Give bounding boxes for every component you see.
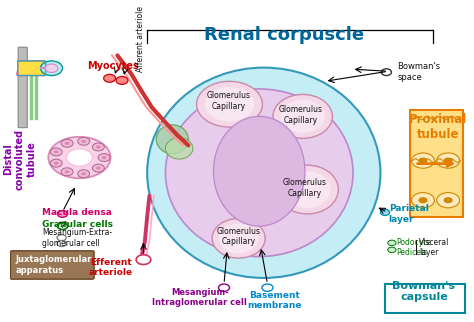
Circle shape — [437, 193, 460, 208]
Text: Glomerulus
Capillary: Glomerulus Capillary — [217, 227, 261, 246]
Circle shape — [388, 240, 396, 246]
Circle shape — [67, 149, 92, 166]
Circle shape — [57, 223, 68, 230]
Text: Podocyte
Pedicels: Podocyte Pedicels — [396, 238, 431, 257]
Text: Afferent arteriole: Afferent arteriole — [136, 6, 145, 72]
Text: Glomerulus
Capillary: Glomerulus Capillary — [278, 105, 322, 125]
Circle shape — [65, 142, 69, 145]
Circle shape — [57, 235, 66, 241]
Circle shape — [45, 64, 58, 72]
Circle shape — [411, 153, 435, 168]
Ellipse shape — [284, 171, 330, 208]
Text: Granular cells: Granular cells — [42, 220, 113, 229]
Circle shape — [116, 76, 128, 84]
Text: Distal
convoluted
tubule: Distal convoluted tubule — [3, 128, 36, 190]
Text: Myocytes: Myocytes — [87, 61, 139, 71]
Circle shape — [444, 197, 453, 203]
Circle shape — [96, 146, 100, 148]
Text: Macula densa: Macula densa — [42, 208, 112, 217]
Text: Basement
membrane: Basement membrane — [247, 291, 301, 310]
Ellipse shape — [165, 138, 193, 159]
Text: Mesangium-Extra-
glomerular cell: Mesangium-Extra- glomerular cell — [42, 228, 112, 248]
Text: Proximal
tubule: Proximal tubule — [409, 113, 467, 141]
Ellipse shape — [205, 87, 254, 121]
Circle shape — [262, 284, 273, 291]
Text: Glomerulus
Capillary: Glomerulus Capillary — [283, 178, 327, 198]
Circle shape — [388, 247, 396, 253]
Circle shape — [61, 139, 73, 147]
Ellipse shape — [276, 165, 338, 214]
Text: Renal corpuscle: Renal corpuscle — [204, 26, 365, 44]
Circle shape — [102, 156, 107, 159]
Text: Bowman's
capsule: Bowman's capsule — [392, 281, 456, 302]
Ellipse shape — [281, 100, 325, 133]
Circle shape — [57, 241, 66, 247]
Circle shape — [48, 137, 110, 178]
Circle shape — [57, 211, 68, 217]
Circle shape — [50, 159, 62, 167]
Ellipse shape — [212, 219, 265, 258]
FancyBboxPatch shape — [10, 251, 94, 279]
Text: Glomerulus
Capillary: Glomerulus Capillary — [207, 91, 251, 111]
Circle shape — [65, 170, 69, 173]
Text: Juxtaglomerular
apparatus: Juxtaglomerular apparatus — [15, 255, 92, 275]
Circle shape — [382, 69, 392, 76]
Text: Bowman's
space: Bowman's space — [397, 62, 440, 82]
Circle shape — [437, 153, 460, 168]
Ellipse shape — [273, 94, 332, 138]
Text: Efferent
arteriole: Efferent arteriole — [89, 258, 133, 277]
Circle shape — [78, 170, 90, 178]
Circle shape — [419, 197, 428, 203]
Circle shape — [104, 74, 116, 82]
Text: Mesangium-
Intraglomerular cell: Mesangium- Intraglomerular cell — [152, 288, 247, 308]
Circle shape — [50, 148, 62, 156]
Circle shape — [136, 255, 151, 265]
Circle shape — [78, 137, 90, 145]
Circle shape — [92, 143, 104, 151]
Circle shape — [444, 157, 453, 164]
Text: Visceral
layer: Visceral layer — [419, 238, 450, 257]
Circle shape — [82, 172, 86, 175]
Circle shape — [381, 209, 390, 215]
Ellipse shape — [147, 68, 381, 278]
Ellipse shape — [156, 125, 188, 154]
Circle shape — [419, 157, 428, 164]
Circle shape — [82, 140, 86, 143]
FancyBboxPatch shape — [410, 110, 463, 217]
Circle shape — [54, 162, 58, 165]
Circle shape — [411, 193, 435, 208]
Ellipse shape — [165, 89, 353, 257]
Ellipse shape — [197, 81, 263, 127]
Circle shape — [92, 164, 104, 172]
Circle shape — [219, 284, 229, 291]
FancyBboxPatch shape — [18, 47, 27, 128]
Circle shape — [61, 168, 73, 176]
Ellipse shape — [219, 223, 258, 253]
Circle shape — [54, 150, 58, 153]
Circle shape — [41, 61, 63, 76]
FancyBboxPatch shape — [18, 61, 46, 76]
Circle shape — [98, 154, 110, 162]
Circle shape — [96, 166, 100, 170]
Text: Parietal
layer: Parietal layer — [389, 204, 428, 223]
Ellipse shape — [213, 116, 305, 226]
